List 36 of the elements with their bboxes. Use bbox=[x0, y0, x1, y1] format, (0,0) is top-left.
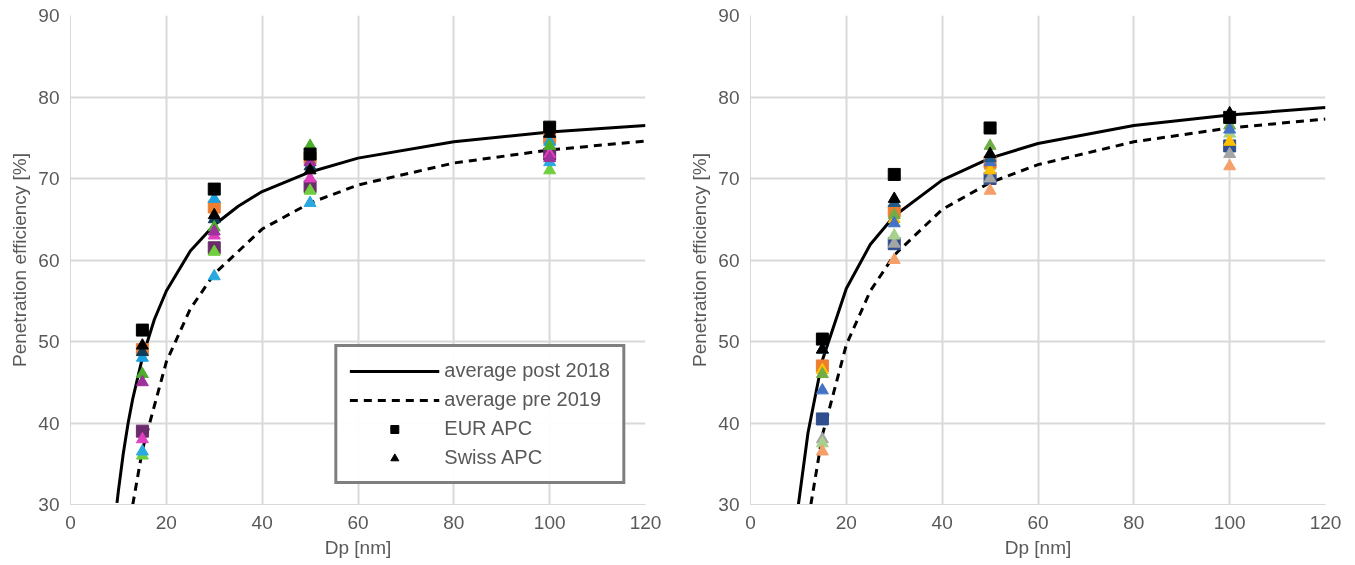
legend-label: Swiss APC bbox=[444, 446, 543, 469]
x-tick-label: 60 bbox=[1027, 511, 1049, 533]
y-axis-title: Penetration efficiency [%] bbox=[689, 152, 711, 368]
x-tick-label: 120 bbox=[629, 511, 662, 533]
x-tick-label: 40 bbox=[251, 511, 273, 533]
x-tick-label: 0 bbox=[745, 511, 756, 533]
y-tick-label: 50 bbox=[38, 331, 60, 352]
x-tick-label: 120 bbox=[1309, 511, 1342, 533]
y-tick-label: 40 bbox=[38, 412, 60, 434]
y-tick-label: 80 bbox=[718, 86, 740, 108]
x-tick-label: 100 bbox=[1213, 511, 1246, 533]
x-tick-label: 40 bbox=[931, 511, 953, 533]
y-tick-label: 60 bbox=[38, 249, 60, 271]
y-tick-label: 70 bbox=[718, 168, 740, 189]
y-tick-label: 90 bbox=[718, 5, 740, 26]
x-tick-label: 80 bbox=[1123, 511, 1145, 533]
x-axis-title: Dp [nm] bbox=[1004, 536, 1072, 558]
y-axis-title: Penetration efficiency [%] bbox=[9, 152, 31, 368]
x-tick-label: 20 bbox=[835, 511, 857, 533]
y-tick-label: 30 bbox=[38, 494, 60, 515]
y-tick-label: 30 bbox=[718, 494, 740, 515]
x-tick-label: 100 bbox=[533, 511, 566, 533]
legend-label: average pre 2019 bbox=[444, 388, 602, 411]
y-tick-label: 40 bbox=[718, 412, 740, 434]
legend-label: average post 2018 bbox=[444, 359, 610, 382]
x-tick-label: 0 bbox=[65, 511, 76, 533]
x-tick-label: 80 bbox=[443, 511, 465, 533]
x-tick-label: 20 bbox=[155, 511, 177, 533]
legend-label: EUR APC bbox=[444, 417, 533, 440]
x-axis-title: Dp [nm] bbox=[324, 536, 392, 558]
y-tick-label: 50 bbox=[718, 331, 740, 352]
y-tick-label: 70 bbox=[38, 168, 60, 189]
y-tick-label: 60 bbox=[718, 249, 740, 271]
y-tick-label: 90 bbox=[38, 5, 60, 26]
x-tick-label: 60 bbox=[347, 511, 369, 533]
y-tick-label: 80 bbox=[38, 86, 60, 108]
